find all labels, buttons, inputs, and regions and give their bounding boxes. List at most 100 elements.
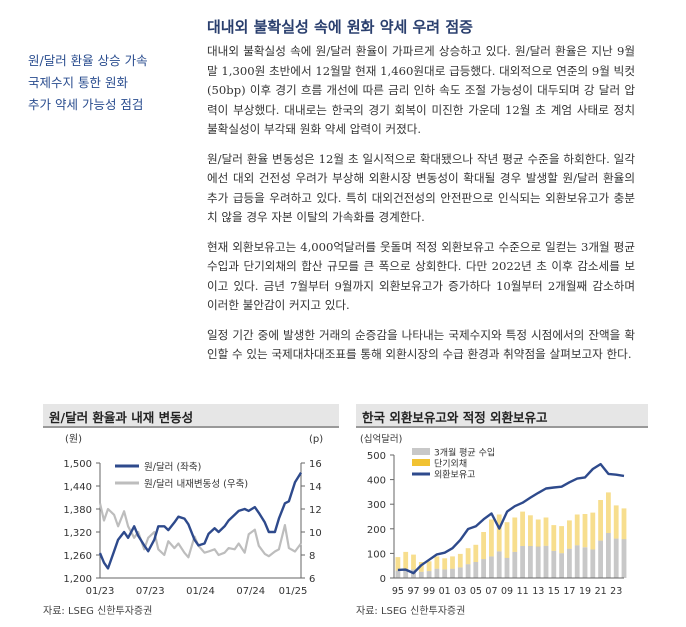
import-bar: [598, 540, 603, 578]
paragraph: 일정 기간 중에 발생한 거래의 순증감을 나타내는 국제수지와 특정 시점에서…: [207, 327, 635, 362]
x-tick-label: 15: [548, 586, 560, 597]
y-right-tick-label: 10: [309, 528, 322, 539]
paragraph: 현재 외환보유고는 4,000억달러를 웃돌며 적정 외환보유고 수준으로 일컫…: [207, 239, 635, 313]
x-tick-label: 03: [454, 586, 466, 597]
short-term-debt-bar: [613, 505, 619, 539]
short-term-debt-bar: [426, 561, 432, 572]
y-left-tick-label: 1,440: [63, 482, 92, 493]
x-tick-label: 17: [563, 586, 575, 597]
short-term-debt-bar: [465, 548, 471, 565]
import-bar: [473, 562, 479, 578]
short-term-debt-bar: [528, 515, 533, 547]
y-right-unit: (p): [309, 434, 323, 445]
import-bar: [590, 549, 596, 578]
import-bar: [606, 533, 611, 578]
legend-label: 원/달러 내재변동성 (우축): [144, 478, 248, 490]
import-bar: [520, 546, 525, 578]
import-bar: [496, 551, 502, 578]
x-tick-label: 07: [485, 586, 497, 597]
chart-source: 자료: LSEG 신한투자증권: [356, 606, 466, 617]
y-tick-label: 400: [367, 476, 386, 487]
import-bar: [543, 545, 549, 578]
short-term-debt-bar: [543, 517, 549, 546]
y-unit: (십억달러): [360, 433, 402, 445]
import-bar: [613, 538, 619, 578]
y-left-tick-label: 1,380: [63, 505, 92, 516]
y-left-tick-label: 1,200: [63, 574, 92, 585]
import-bar: [457, 567, 463, 578]
reserves-line: [397, 462, 625, 575]
y-tick-label: 200: [367, 525, 386, 536]
short-term-debt-bar: [481, 532, 486, 560]
sidebar-line: 추가 약세 가능성 점검: [28, 97, 144, 112]
import-bar: [450, 568, 455, 578]
x-tick-label: 07/24: [236, 586, 265, 597]
import-bar: [535, 546, 541, 578]
short-term-debt-bar: [606, 492, 611, 533]
paragraph: 대내외 불확실성 속에 원/달러 환율이 가파르게 상승하고 있다. 원/달러 …: [207, 44, 635, 136]
short-term-debt-bar: [520, 511, 525, 546]
y-left-tick-label: 1,320: [63, 528, 92, 539]
import-bar: [559, 553, 564, 578]
short-term-debt-bar: [551, 525, 557, 551]
short-term-debt-bar: [535, 519, 541, 547]
import-bar: [442, 569, 448, 578]
x-tick-label: 01/25: [279, 586, 308, 597]
legend-label: 원/달러 (좌축): [144, 461, 201, 473]
import-bar: [528, 546, 533, 578]
import-bar: [403, 569, 409, 578]
short-term-debt-bar: [411, 554, 416, 570]
y-right-tick-label: 12: [309, 505, 322, 516]
import-bar: [489, 556, 494, 578]
x-tick-label: 21: [595, 586, 607, 597]
import-bar: [426, 571, 432, 578]
import-bar: [465, 564, 471, 578]
import-bar: [621, 539, 627, 578]
short-term-debt-bar: [598, 500, 603, 541]
implied-volatility-line: [98, 503, 302, 559]
legend-label: 외환보유고: [434, 469, 475, 481]
short-term-debt-bar: [395, 557, 401, 571]
import-bar: [504, 557, 510, 578]
x-tick-label: 09: [501, 586, 513, 597]
legend-label: 단기외채: [434, 458, 467, 470]
short-term-debt-bar: [403, 551, 409, 570]
short-term-debt-bar: [582, 514, 588, 548]
x-tick-label: 11: [517, 586, 529, 597]
chart-title-exchange-rate: 원/달러 환율과 내재 변동성: [43, 404, 339, 426]
import-bar: [395, 570, 401, 578]
y-left-tick-label: 1,260: [63, 551, 92, 562]
short-term-debt-bar: [567, 520, 572, 549]
import-bar: [481, 559, 486, 578]
short-term-debt-bar: [457, 553, 463, 568]
sidebar-line: 원/달러 환율 상승 가속: [28, 53, 148, 68]
short-term-debt-bar: [504, 522, 510, 558]
legend-swatch: [412, 459, 430, 466]
paragraph: 원/달러 환율 변동성은 12월 초 일시적으로 확대됐으나 작년 평균 수준을…: [207, 151, 635, 225]
y-left-tick-label: 1,500: [63, 459, 92, 470]
exchange-rate-chart: (원) (p) 1,200 1,260 1,320 1,380 1,440 1,500 6 8 10…: [63, 433, 323, 597]
import-bar: [551, 550, 557, 578]
x-tick-label: 99: [423, 586, 435, 597]
x-tick-label: 97: [407, 586, 419, 597]
short-term-debt-bar: [559, 526, 564, 554]
chart-source: 자료: LSEG 신한투자증권: [43, 606, 153, 617]
y-tick-label: 0: [380, 574, 386, 585]
short-term-debt-bar: [473, 544, 479, 562]
short-term-debt-bar: [450, 556, 455, 569]
x-tick-label: 05: [470, 586, 482, 597]
x-tick-label: 23: [610, 586, 622, 597]
sidebar-summary: 원/달러 환율 상승 가속 국제수지 통한 원화 추가 약세 가능성 점검: [28, 50, 198, 116]
short-term-debt-bar: [621, 508, 627, 540]
y-right-tick-label: 6: [309, 574, 315, 585]
x-tick-label: 01: [439, 586, 451, 597]
fx-rate-line: [98, 471, 303, 570]
y-tick-label: 100: [367, 549, 386, 560]
x-tick-label: 13: [532, 586, 544, 597]
short-term-debt-bar: [489, 519, 494, 557]
y-tick-label: 300: [367, 500, 386, 511]
reserves-chart: (십억달러) 0 100 200 300 400 500 95 97 99 01 03 05 07 09 11…: [360, 433, 627, 597]
x-tick-label: 19: [579, 586, 591, 597]
y-tick-label: 500: [367, 451, 386, 462]
x-tick-label: 01/23: [86, 586, 115, 597]
